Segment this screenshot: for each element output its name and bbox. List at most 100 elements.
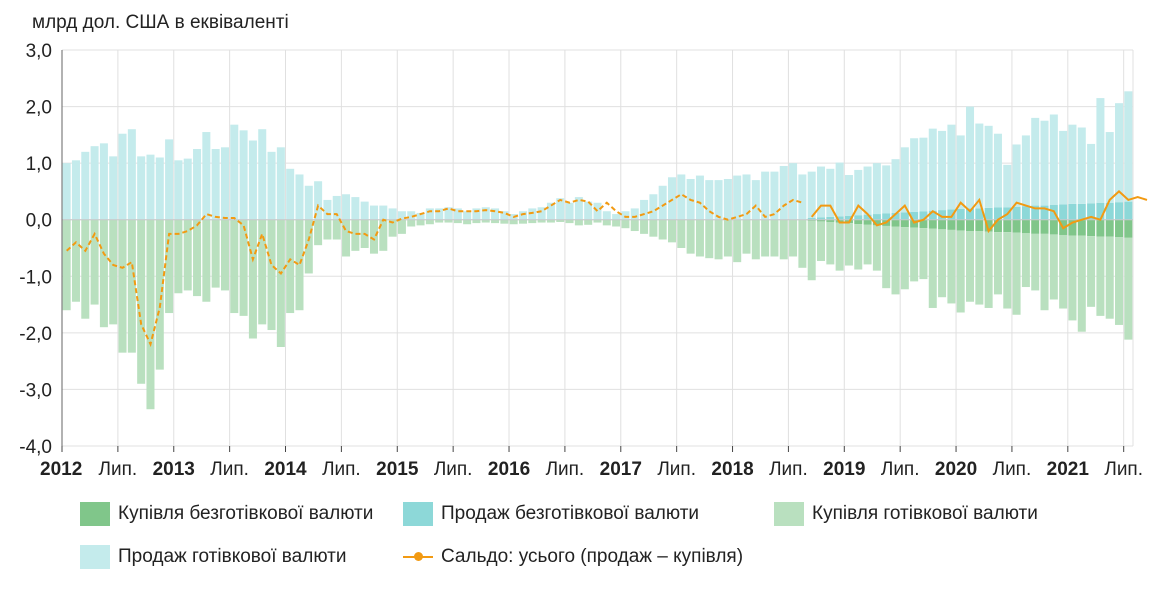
bar-sell-cash	[761, 171, 770, 220]
bar-sell-cash	[928, 128, 937, 211]
bar-buy-cash	[882, 225, 891, 289]
bar-sell-cash	[230, 124, 239, 220]
x-tick-label: Лип.	[881, 459, 920, 480]
legend-swatch-sell-cash	[80, 545, 110, 569]
legend-label-buy-cash: Купівля готівкової валюти	[812, 503, 1038, 524]
bar-buy-noncash	[1031, 219, 1040, 234]
bar-sell-cash	[584, 201, 593, 220]
y-tick-label: -1,0	[19, 267, 52, 288]
bar-sell-noncash	[928, 210, 937, 220]
bar-sell-cash	[854, 169, 863, 216]
y-tick-label: -3,0	[19, 380, 52, 401]
bar-sell-cash	[621, 211, 630, 220]
bar-sell-cash	[993, 133, 1002, 208]
bar-buy-noncash	[1077, 219, 1086, 236]
legend-item-balance: Сальдо: усього (продаж – купівля)	[403, 545, 743, 569]
bar-buy-cash	[388, 219, 397, 237]
bar-buy-cash	[826, 221, 835, 265]
x-axis-ticks: 2012 Лип. 2013 Лип. 2014 Лип. 2015 Лип. 2016 Лип.…	[40, 50, 1143, 480]
bar-buy-noncash	[1049, 219, 1058, 235]
y-tick-label: 2,0	[26, 98, 52, 119]
legend-item-buy-cash: Купівля готівкової валюти	[774, 502, 1038, 526]
bar-sell-cash	[211, 149, 220, 220]
bar-buy-cash	[621, 219, 630, 229]
bar-sell-cash	[518, 211, 528, 220]
bar-buy-cash	[220, 219, 229, 291]
bar-sell-cash	[630, 208, 639, 220]
bar-buy-cash	[109, 219, 118, 325]
bar-sell-noncash	[1059, 204, 1068, 220]
bar-sell-cash	[537, 207, 546, 220]
x-tick-label: Лип.	[210, 459, 249, 480]
bar-sell-cash	[565, 202, 574, 220]
bar-buy-noncash	[872, 219, 881, 226]
legend-item-sell-noncash: Продаж безготівкової валюти	[403, 502, 699, 526]
bar-sell-cash	[602, 211, 611, 220]
bar-buy-noncash	[1068, 219, 1077, 236]
x-tick-label: 2019	[823, 459, 865, 480]
bar-buy-cash	[295, 219, 304, 311]
bar-sell-noncash	[807, 218, 816, 220]
bar-sell-noncash	[826, 216, 835, 220]
bar-buy-cash	[966, 231, 975, 302]
bar-sell-noncash	[872, 214, 881, 220]
bar-buy-cash	[844, 223, 853, 266]
bar-buy-cash	[1049, 234, 1058, 300]
bar-sell-cash	[984, 125, 993, 208]
bar-sell-cash	[667, 177, 677, 220]
bar-buy-cash	[230, 219, 239, 314]
x-tick-label: Лип.	[657, 459, 696, 480]
bar-sell-cash	[90, 146, 99, 220]
legend-label-balance: Сальдо: усього (продаж – купівля)	[441, 546, 744, 567]
bar-buy-cash	[1096, 236, 1105, 316]
bar-buy-noncash	[863, 219, 872, 225]
bar-sell-cash	[491, 208, 500, 220]
bar-buy-cash	[351, 219, 360, 251]
bar-sell-noncash	[1031, 205, 1040, 220]
bar-sell-cash	[332, 195, 341, 220]
bar-buy-noncash	[993, 219, 1002, 233]
bar-sell-cash	[612, 214, 621, 220]
bar-buy-noncash	[1087, 219, 1096, 237]
bar-sell-cash	[640, 199, 649, 220]
bar-buy-cash	[174, 219, 183, 294]
bar-buy-cash	[640, 219, 649, 234]
bar-sell-cash	[1049, 114, 1058, 206]
bar-buy-cash	[137, 219, 146, 384]
bar-sell-cash	[99, 143, 108, 220]
bar-buy-noncash	[1021, 219, 1030, 234]
bar-buy-cash	[1003, 232, 1012, 309]
bar-sell-cash	[1021, 135, 1030, 207]
bar-sell-noncash	[1077, 203, 1086, 220]
bar-sell-noncash	[947, 209, 956, 220]
bar-buy-cash	[798, 219, 807, 268]
bar-buy-cash	[863, 224, 872, 265]
bar-buy-cash	[751, 219, 760, 260]
bar-sell-cash	[146, 154, 155, 220]
bar-sell-cash	[351, 197, 360, 220]
legend-swatch-balance	[403, 545, 433, 569]
bar-buy-cash	[910, 227, 919, 282]
bar-sell-cash	[891, 159, 900, 213]
bar-sell-cash	[677, 174, 686, 220]
bar-sell-cash	[1077, 127, 1086, 204]
bar-sell-cash	[1124, 91, 1133, 202]
bar-buy-noncash	[910, 219, 919, 228]
bar-sell-cash	[835, 162, 844, 217]
bar-sell-noncash	[1105, 202, 1114, 220]
bar-sell-cash	[323, 199, 332, 220]
bar-buy-cash	[211, 219, 220, 288]
bar-buy-cash	[537, 219, 546, 223]
bar-sell-cash	[472, 208, 481, 220]
bar-sell-cash	[798, 174, 807, 220]
x-tick-label: 2018	[711, 459, 753, 480]
bar-sell-noncash	[1040, 205, 1049, 220]
bar-sell-noncash	[975, 208, 984, 220]
bar-buy-cash	[975, 231, 984, 305]
bar-sell-cash	[81, 151, 90, 220]
bar-sell-cash	[416, 212, 425, 220]
bar-buy-cash	[248, 219, 257, 339]
bar-buy-cash	[1040, 233, 1049, 311]
bar-buy-cash	[416, 219, 425, 226]
